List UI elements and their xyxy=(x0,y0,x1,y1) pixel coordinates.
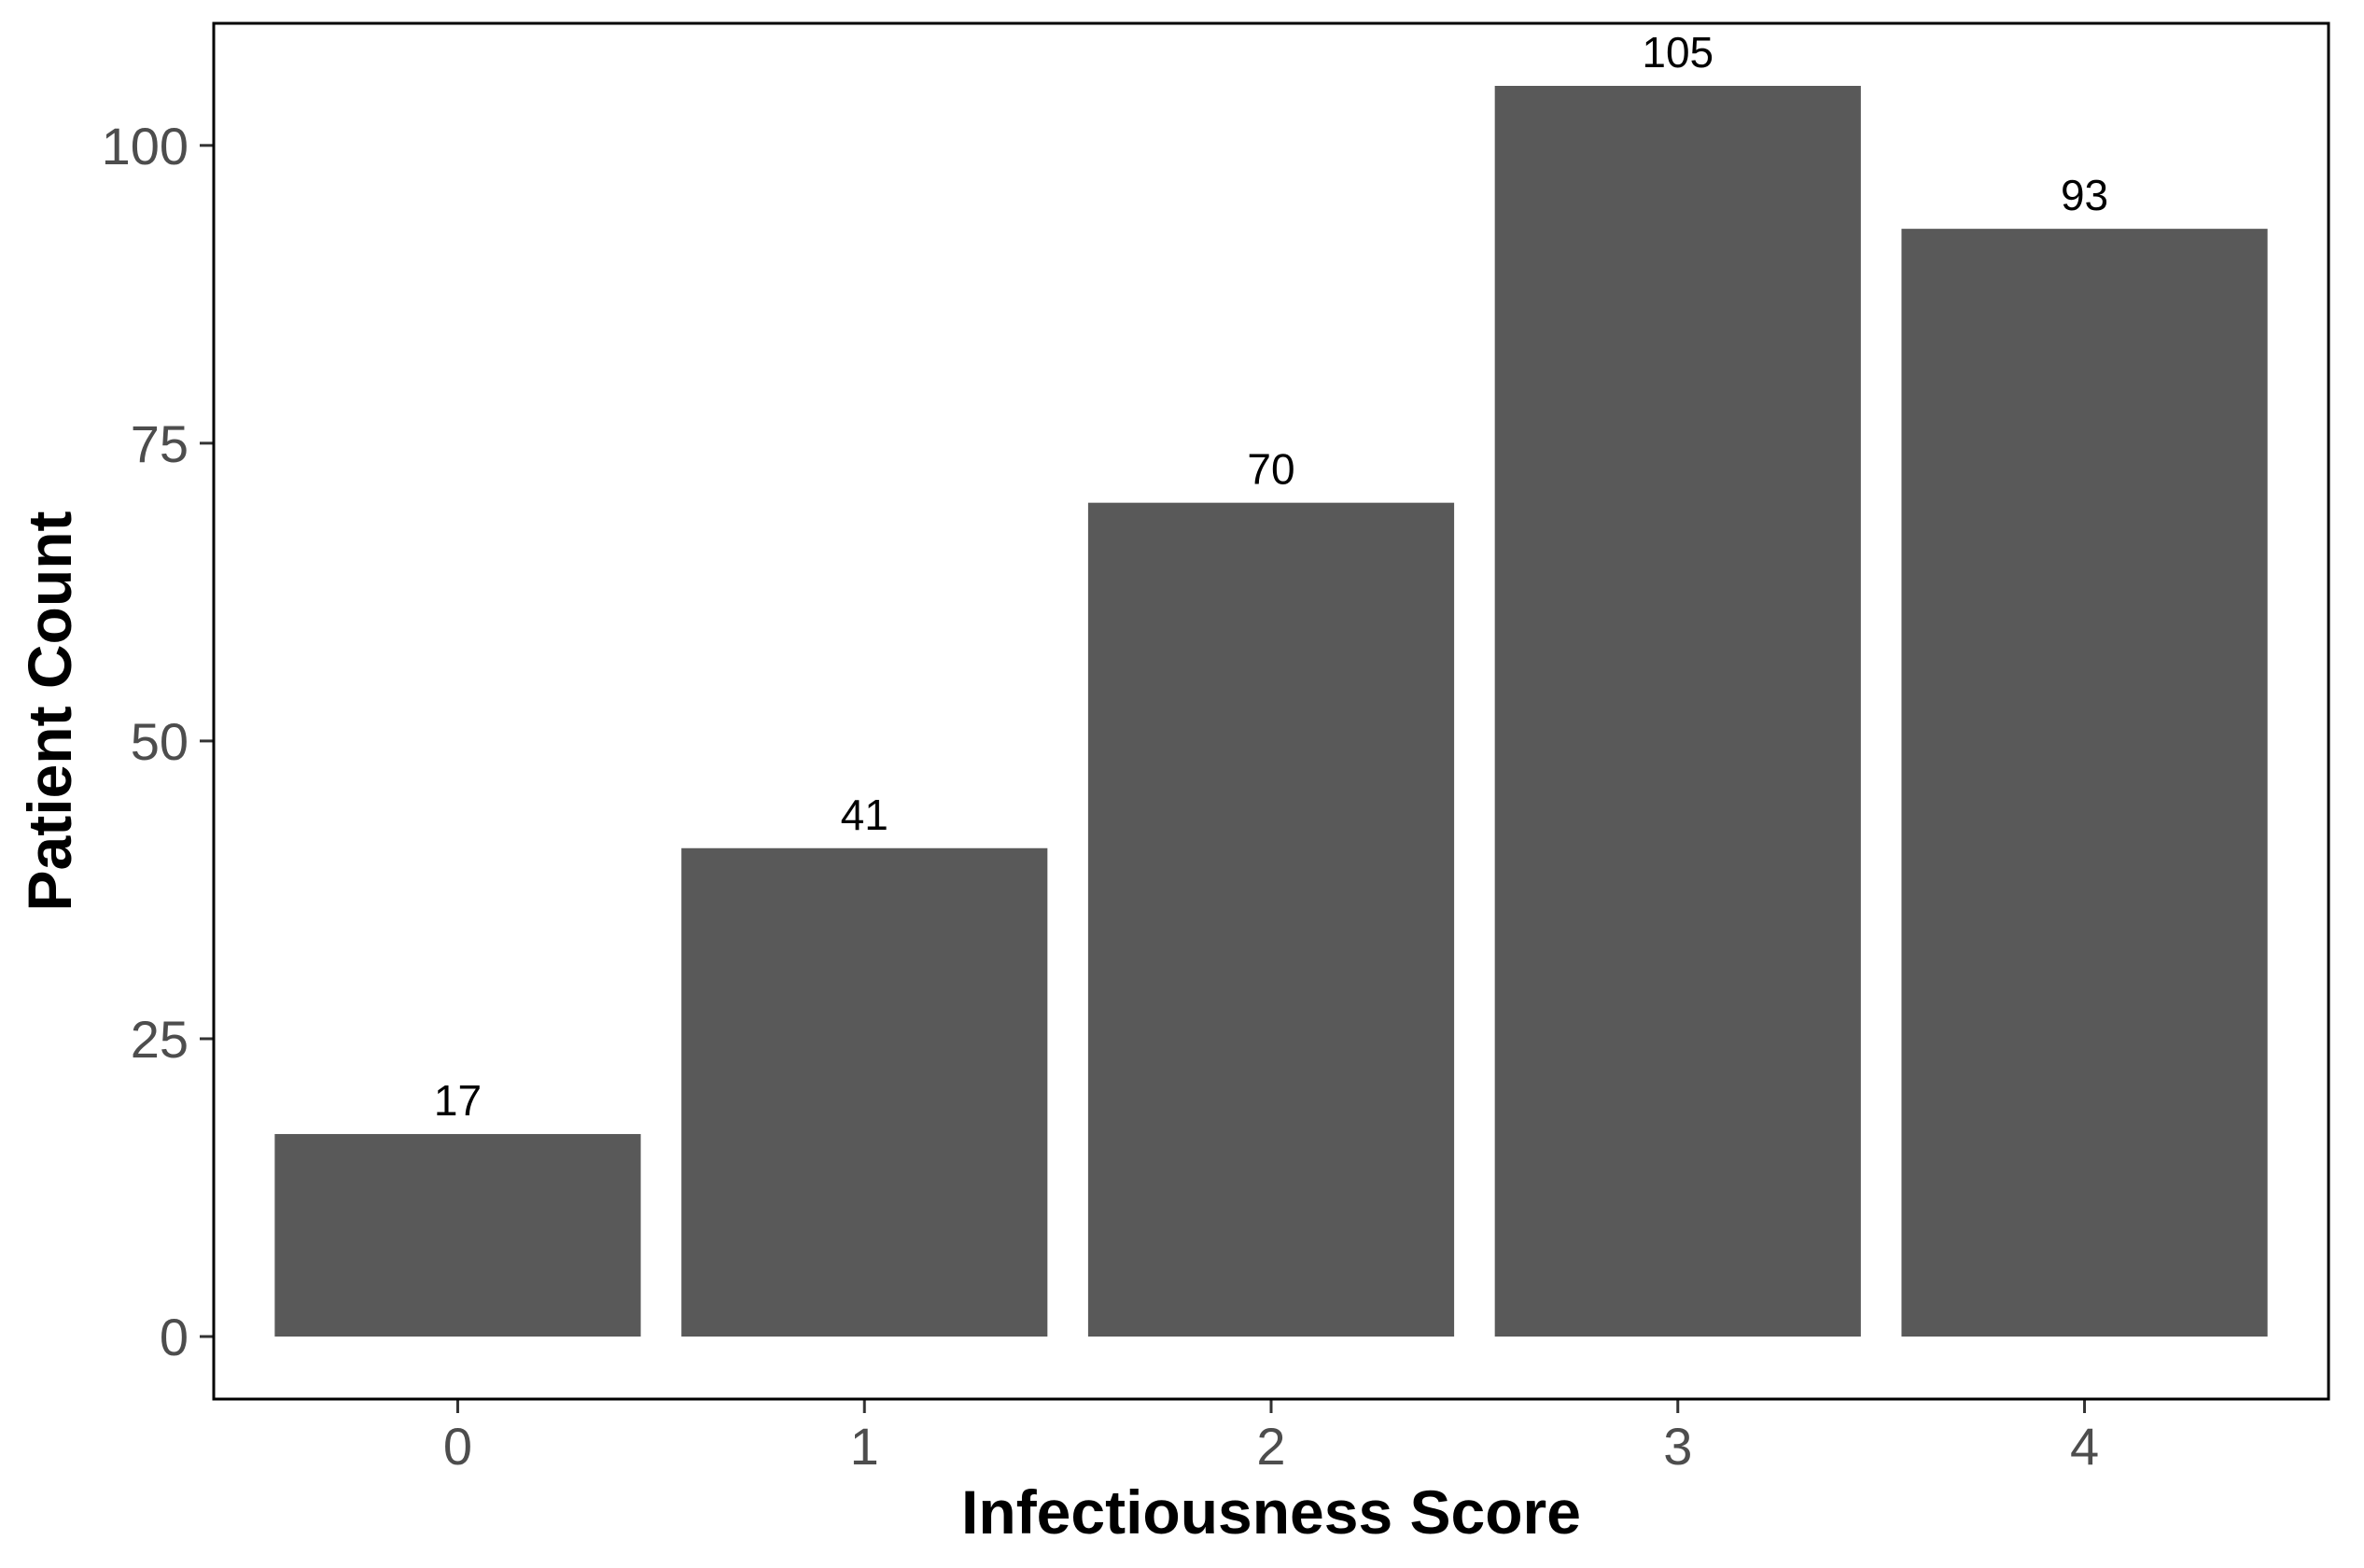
y-tick-label: 75 xyxy=(131,414,189,473)
bar-2 xyxy=(1087,502,1455,1337)
x-tick-label: 4 xyxy=(2070,1417,2099,1476)
x-tick-label: 1 xyxy=(850,1417,879,1476)
plot-panel-border xyxy=(212,21,2330,1401)
bar-value-label: 93 xyxy=(2061,171,2108,219)
x-tick-label: 3 xyxy=(1663,1417,1692,1476)
bar-4 xyxy=(1901,229,2268,1337)
bar-0 xyxy=(274,1134,641,1337)
bar-1 xyxy=(681,847,1048,1337)
bars-group xyxy=(274,86,2268,1337)
y-axis-title: Patient Count xyxy=(15,511,84,911)
bar-value-label: 17 xyxy=(434,1076,482,1125)
y-tick-label: 0 xyxy=(160,1308,189,1366)
data-labels-group: 17 41 70 105 93 xyxy=(434,28,2108,1125)
x-tick-label: 0 xyxy=(443,1417,472,1476)
y-tick-label: 25 xyxy=(131,1010,189,1069)
y-tick-label: 100 xyxy=(102,117,189,175)
x-tick-label: 2 xyxy=(1256,1417,1285,1476)
y-axis: 0 25 50 75 100 xyxy=(102,117,214,1366)
bar-3 xyxy=(1494,86,1861,1337)
bar-value-label: 41 xyxy=(841,791,888,839)
y-tick-label: 50 xyxy=(131,712,189,771)
x-axis: 0 1 2 3 4 xyxy=(443,1399,2099,1476)
bar-value-label: 105 xyxy=(1642,28,1714,77)
bar-value-label: 70 xyxy=(1247,445,1294,494)
x-axis-title: Infectiousness Score xyxy=(961,1477,1581,1547)
